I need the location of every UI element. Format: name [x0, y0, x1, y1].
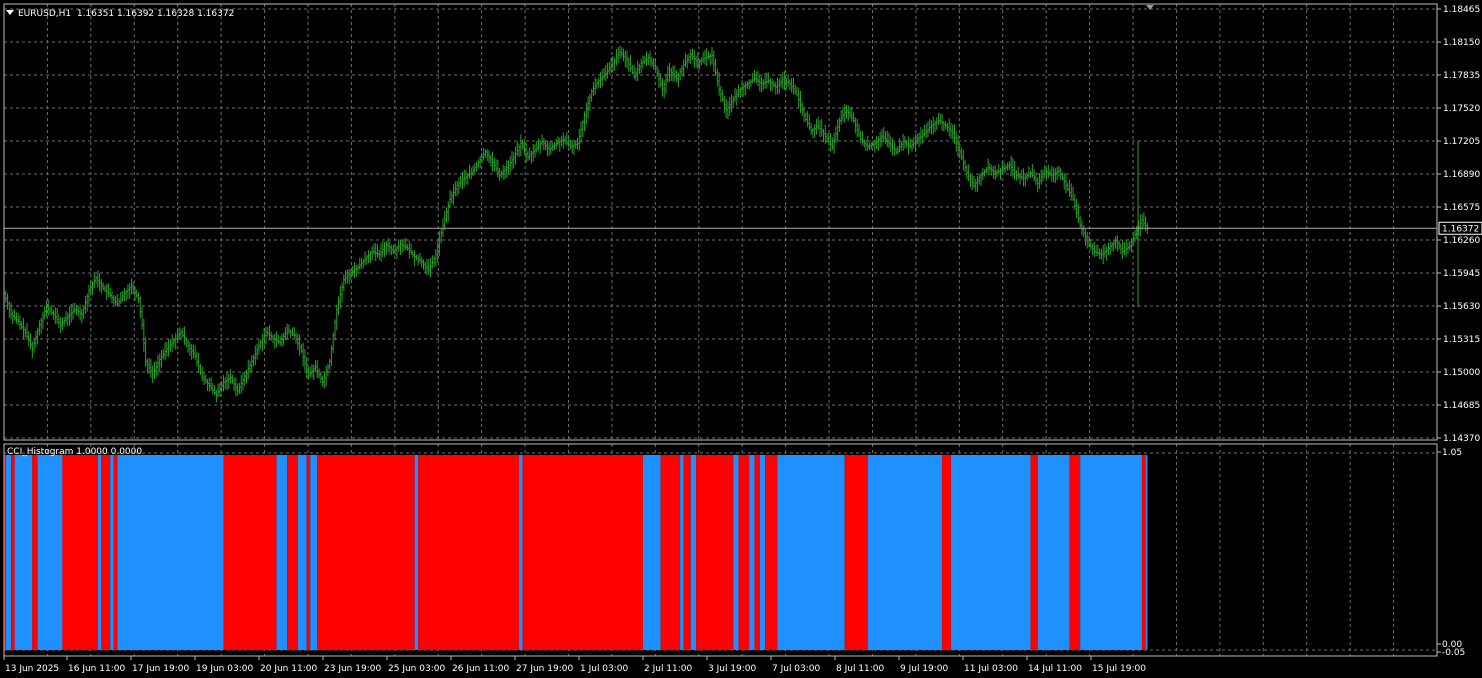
y-axis-label: 1.16575: [1443, 203, 1480, 213]
y-axis-label: 1.15315: [1443, 335, 1480, 345]
histogram-bar: [287, 455, 298, 650]
cci-histogram: [4, 455, 1148, 650]
histogram-bar: [867, 455, 943, 650]
indicator-border: [3, 443, 1438, 657]
x-axis-label: 11 Jul 03:00: [964, 664, 1018, 674]
y-axis-label: 1.17835: [1443, 71, 1480, 81]
histogram-bar: [733, 455, 739, 650]
histogram-bar: [418, 455, 520, 650]
y-axis-label: 1.17205: [1443, 137, 1480, 147]
y-axis-label: 1.16260: [1443, 236, 1480, 246]
histogram-bar: [642, 455, 661, 650]
histogram-bar: [414, 455, 419, 650]
indicator-axis-label: 0.00: [1442, 640, 1462, 650]
current-price-box: [1438, 221, 1482, 235]
histogram-bar: [1069, 455, 1081, 650]
histogram-bar: [11, 455, 15, 650]
x-axis-label: 14 Jul 11:00: [1028, 664, 1082, 674]
histogram-bar: [759, 455, 766, 650]
symbol-name: EURUSD,H1: [18, 9, 72, 19]
indicator-axis-label: 1.05: [1442, 448, 1462, 458]
chart-frame: [3, 3, 1438, 657]
histogram-bar: [14, 455, 33, 650]
x-axis-label: 23 Jun 19:00: [324, 664, 381, 674]
histogram-bar: [950, 455, 1031, 650]
histogram-bar: [317, 455, 415, 650]
histogram-bar: [113, 455, 118, 650]
y-axis-label: 1.15000: [1443, 368, 1480, 378]
histogram-bar: [738, 455, 750, 650]
histogram-bar: [777, 455, 845, 650]
histogram-bar: [522, 455, 643, 650]
histogram-bar: [765, 455, 778, 650]
histogram-bar: [310, 455, 318, 650]
x-axis-label: 20 Jun 11:00: [260, 664, 317, 674]
x-axis-label: 19 Jun 03:00: [196, 664, 253, 674]
y-axis-label: 1.18150: [1443, 38, 1480, 48]
x-axis-label: 2 Jul 11:00: [644, 664, 693, 674]
x-axis-label: 3 Jul 19:00: [708, 664, 757, 674]
histogram-bar: [1145, 455, 1148, 650]
dropdown-triangle-icon[interactable]: [6, 10, 14, 15]
histogram-bar: [1142, 455, 1146, 650]
y-axis-label: 1.14370: [1443, 434, 1480, 444]
indicator-header: CCI_Histogram 1.0000 0.0000: [7, 447, 142, 457]
price-bars: [3, 45, 1149, 403]
x-axis-label: 7 Jul 03:00: [772, 664, 821, 674]
histogram-bar: [101, 455, 111, 650]
indicator-name: CCI_Histogram 1.0000 0.0000: [7, 447, 143, 457]
x-axis-label: 25 Jun 03:00: [388, 664, 445, 674]
histogram-bar: [32, 455, 38, 650]
histogram-bar: [97, 455, 102, 650]
histogram-bar: [62, 455, 98, 650]
histogram-bar: [749, 455, 755, 650]
x-axis-label: 15 Jul 19:00: [1092, 664, 1146, 674]
indicator-axis-label: -0.05: [1442, 648, 1465, 658]
histogram-bar: [660, 455, 681, 650]
ohlc-readout: 1.16351 1.16392 1.16328 1.16372: [76, 9, 235, 19]
histogram-bar: [754, 455, 760, 650]
current-price-label: 1.16372: [1442, 224, 1479, 234]
y-axis-label: 1.15630: [1443, 302, 1480, 312]
histogram-bar: [306, 455, 311, 650]
histogram-bar: [110, 455, 114, 650]
histogram-bar: [297, 455, 307, 650]
histogram-bar: [37, 455, 63, 650]
y-axis-label: 1.15945: [1443, 269, 1480, 279]
y-axis-label: 1.17520: [1443, 104, 1480, 114]
histogram-bar: [1037, 455, 1070, 650]
axis-labels: 1.18465 1.18150 1.17835 1.17520 1.17205 1.168…: [3, 5, 1482, 674]
histogram-bar: [519, 455, 523, 650]
chart-shift-marker-icon: [1146, 5, 1154, 10]
x-axis-label: 9 Jul 19:00: [900, 664, 949, 674]
x-axis-label: 8 Jul 11:00: [836, 664, 885, 674]
x-axis-label: 26 Jun 11:00: [452, 664, 509, 674]
x-axis-label: 13 Jun 2025: [5, 664, 59, 674]
histogram-bar: [1030, 455, 1038, 650]
main-chart-border: [3, 3, 1438, 441]
x-axis-label: 1 Jul 03:00: [580, 664, 629, 674]
histogram-bar: [276, 455, 288, 650]
x-axis-label: 16 Jun 11:00: [68, 664, 125, 674]
histogram-bar: [844, 455, 868, 650]
x-axis-label: 27 Jun 19:00: [516, 664, 573, 674]
histogram-bar: [1080, 455, 1143, 650]
x-axis-label: 17 Jun 19:00: [132, 664, 189, 674]
symbol-header: EURUSD,H1 1.16351 1.16392 1.16328 1.1637…: [6, 9, 234, 19]
y-axis-label: 1.18465: [1443, 5, 1480, 15]
histogram-bar: [4, 455, 6, 650]
histogram-bar: [690, 455, 697, 650]
histogram-bar: [223, 455, 277, 650]
histogram-bar: [942, 455, 951, 650]
histogram-bar: [680, 455, 684, 650]
histogram-bar: [5, 455, 12, 650]
histogram-bar: [696, 455, 734, 650]
histogram-bar: [117, 455, 224, 650]
y-axis-label: 1.14685: [1443, 401, 1480, 411]
histogram-bar: [683, 455, 691, 650]
y-axis-label: 1.16890: [1443, 170, 1480, 180]
